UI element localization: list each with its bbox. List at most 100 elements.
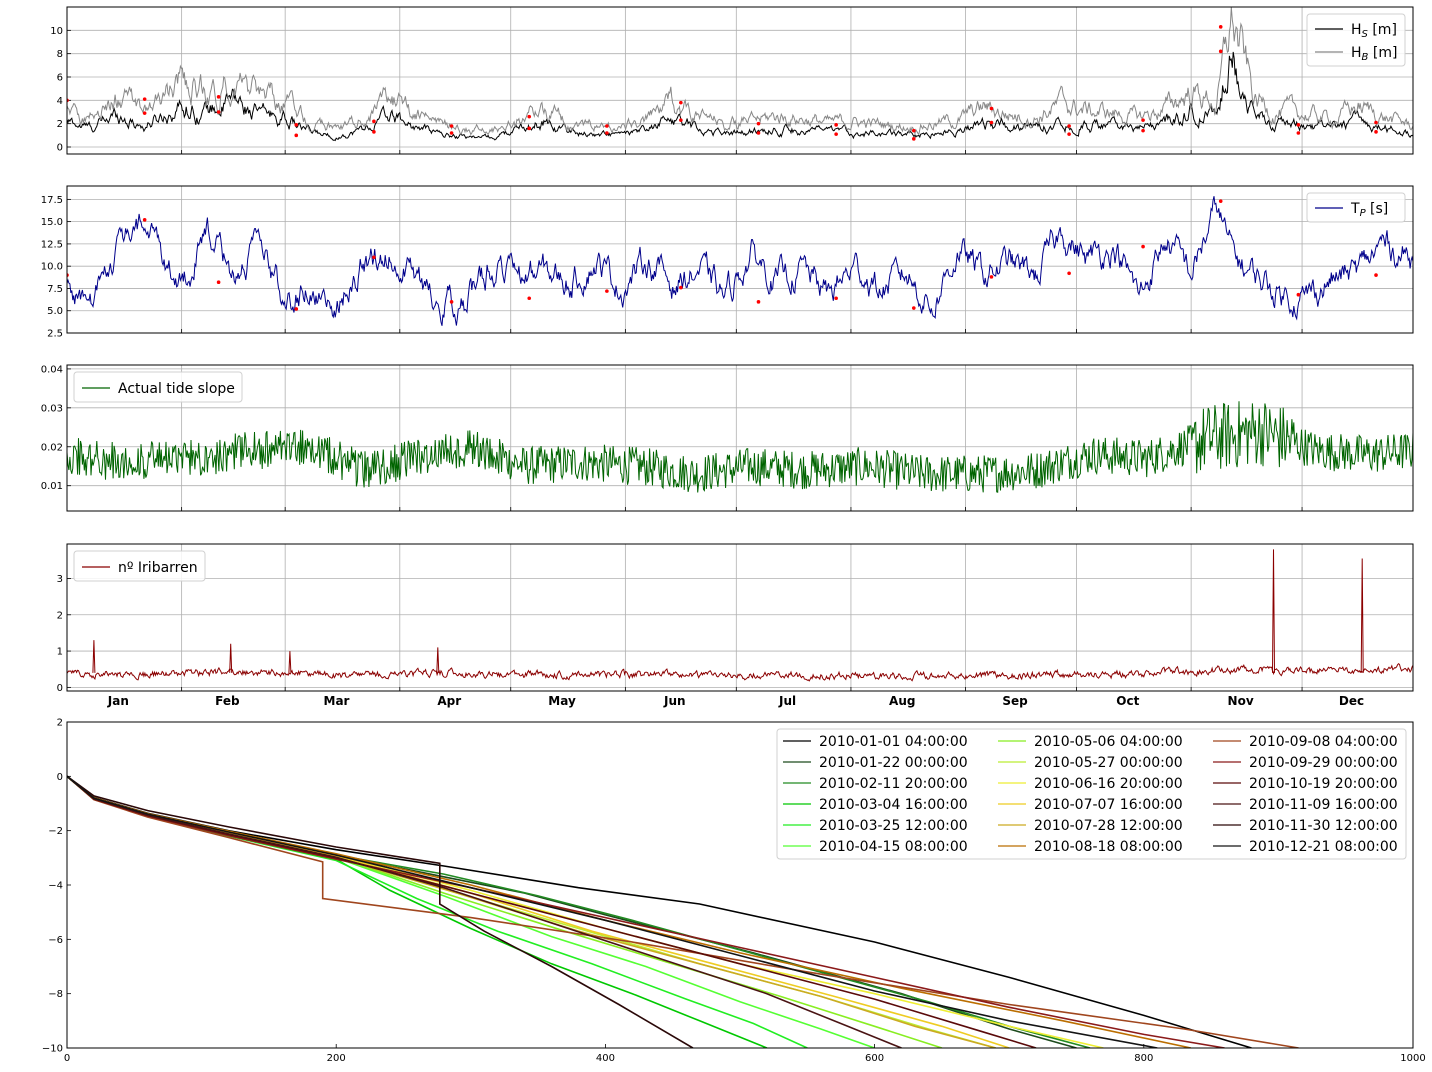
legend-label: 2010-12-21 08:00:00 [1249, 839, 1398, 855]
event-marker [679, 285, 683, 290]
event-marker [216, 280, 221, 285]
y-tick-label: 0.01 [41, 481, 63, 492]
event-marker [911, 306, 916, 310]
grid [67, 7, 1413, 154]
event-marker [834, 296, 838, 301]
event-marker [142, 97, 147, 101]
event-marker [294, 307, 299, 311]
event-marker [449, 124, 454, 128]
plot-area [67, 549, 1413, 682]
event-marker [294, 133, 299, 138]
legend-label: Actual tide slope [118, 381, 235, 397]
y-tick-label: 15.0 [41, 217, 63, 228]
event-marker [527, 126, 532, 131]
event-marker [679, 100, 683, 105]
month-label: Aug [889, 694, 915, 708]
legend-label: 2010-01-01 04:00:00 [819, 734, 968, 750]
y-tick-label: 0.03 [41, 403, 63, 414]
event-marker [372, 255, 376, 260]
legend-label: 2010-06-16 20:00:00 [1034, 776, 1183, 792]
plot-area [67, 401, 1413, 493]
profile-line [67, 775, 1299, 1048]
event-marker [834, 132, 838, 136]
y-tick-label: −2 [48, 826, 63, 837]
month-label: Nov [1228, 694, 1254, 708]
month-label: Oct [1116, 694, 1139, 708]
event-marker [142, 111, 147, 115]
event-marker [527, 114, 532, 119]
profile-line [67, 775, 694, 1048]
axes-frame [66, 185, 1414, 334]
legend-label: 2010-09-08 04:00:00 [1249, 734, 1398, 750]
panel-peak-period: 2.5 5.0 7.5 10.0 12.5 15.0 17.5 TP [s] [41, 185, 1414, 340]
month-label: Jun [663, 694, 686, 708]
event-marker [142, 218, 147, 222]
legend-label: HS [m] [1351, 22, 1397, 40]
y-tick-label: −6 [48, 935, 63, 946]
panel-iribarren: 0 1 2 3 nº Iribarren [57, 543, 1414, 694]
event-marker [449, 131, 454, 135]
event-marker [216, 95, 221, 99]
event-marker [756, 300, 761, 304]
y-axis: 0.01 0.02 0.03 0.04 [41, 364, 71, 492]
event-marker [911, 128, 916, 133]
series-line [67, 7, 1413, 136]
month-label: Feb [215, 694, 240, 708]
event-marker [605, 131, 609, 135]
legend-frame [776, 728, 1407, 860]
event-marker [834, 123, 838, 127]
event-marker [989, 120, 994, 125]
event-marker [1296, 123, 1301, 127]
legend-label: TP [s] [1350, 201, 1388, 219]
legend-frame [1306, 192, 1406, 223]
grid [67, 544, 1413, 691]
axes-frame [66, 543, 1414, 692]
x-tick-label: 1000 [1400, 1053, 1425, 1064]
event-marker [1374, 130, 1378, 134]
event-marker [756, 131, 761, 135]
y-tick-label: 0.04 [41, 364, 63, 375]
profile-line [67, 775, 1158, 1048]
y-axis: 0 1 2 3 [57, 574, 71, 694]
y-tick-label: 2 [57, 610, 63, 621]
event-marker [679, 118, 683, 122]
y-tick-label: 2.5 [47, 329, 63, 340]
event-marker [756, 121, 761, 126]
y-tick-label: 0 [57, 683, 63, 694]
event-marker [294, 123, 299, 127]
y-tick-label: −10 [42, 1044, 63, 1055]
y-tick-label: 17.5 [41, 195, 63, 206]
legend-label: 2010-04-15 08:00:00 [819, 839, 968, 855]
y-tick-label: 7.5 [47, 284, 63, 295]
month-label: Jan [107, 694, 129, 708]
y-tick-label: 6 [57, 73, 63, 84]
profile-line [67, 775, 875, 1048]
legend: nº Iribarren [73, 550, 206, 582]
event-marker [1296, 292, 1301, 297]
legend-label: 2010-07-07 16:00:00 [1034, 797, 1183, 813]
event-marker [1296, 131, 1301, 135]
panel-wave-heights: 0 2 4 6 8 10 HS [m] HB [m] [50, 6, 1414, 155]
month-label: Mar [324, 694, 350, 708]
event-marker [372, 119, 376, 124]
event-marker [1374, 120, 1378, 125]
y-tick-label: 5.0 [47, 306, 63, 317]
plot-area [67, 196, 1413, 326]
event-marker [911, 137, 916, 141]
x-tick-label: 800 [1134, 1053, 1153, 1064]
panel-tide-slope: 0.01 0.02 0.03 0.04 Actual tide slope [41, 364, 1414, 512]
month-label: Dec [1339, 694, 1364, 708]
event-marker [1067, 271, 1071, 276]
event-marker [1141, 128, 1145, 133]
event-marker [1067, 124, 1071, 128]
legend-frame [73, 550, 206, 582]
legend-label: 2010-03-04 16:00:00 [819, 797, 968, 813]
series-line [67, 51, 1413, 142]
event-marker [527, 296, 532, 301]
x-tick-label: 600 [865, 1053, 884, 1064]
grid [67, 365, 1413, 511]
y-tick-label: 0 [57, 772, 63, 783]
event-marker [372, 130, 376, 134]
axes-frame [66, 364, 1414, 512]
event-marker [605, 289, 609, 293]
